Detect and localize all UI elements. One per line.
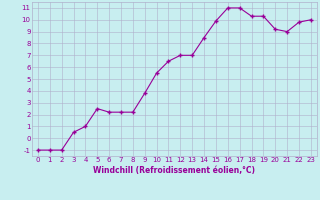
X-axis label: Windchill (Refroidissement éolien,°C): Windchill (Refroidissement éolien,°C)	[93, 166, 255, 175]
